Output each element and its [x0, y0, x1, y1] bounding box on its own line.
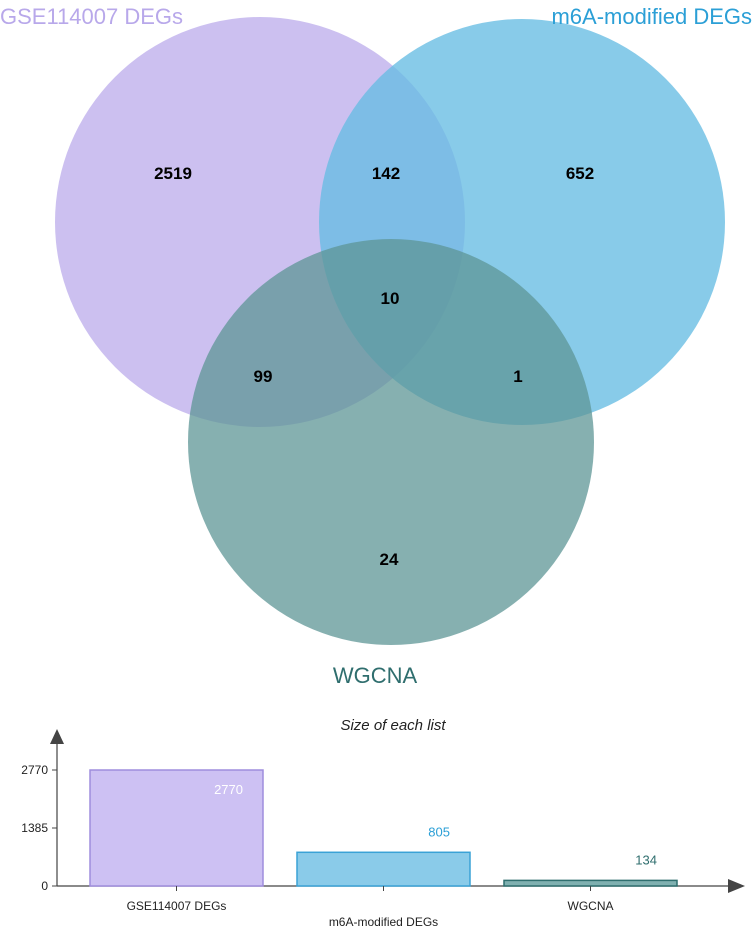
venn-diagram: GSE114007 DEGs m6A-modified DEGs WGCNA 2…	[0, 4, 752, 688]
venn-label-m6a: m6A-modified DEGs	[551, 4, 752, 29]
y-tick-label: 1385	[21, 821, 48, 835]
bar-chart-title: Size of each list	[340, 717, 446, 734]
bar-value-label: 2770	[214, 782, 243, 797]
y-axis-arrow	[50, 729, 64, 744]
venn-count-m6a-wgcna: 1	[513, 367, 522, 386]
bar-value-label: 805	[428, 824, 450, 839]
venn-count-gse-m6a: 142	[372, 164, 400, 183]
x-category-label: m6A-modified DEGs	[329, 915, 438, 929]
bar	[503, 879, 678, 887]
venn-count-gse-only: 2519	[154, 164, 192, 183]
venn-label-gse114007: GSE114007 DEGs	[0, 4, 183, 29]
y-tick-label: 0	[41, 879, 48, 893]
bar	[89, 769, 264, 887]
bars: 2770 GSE114007 DEGs 805 m6A-modified DEGs 13…	[89, 769, 678, 929]
x-category-label: GSE114007 DEGs	[127, 899, 227, 913]
y-ticks: 0 1385 2770	[21, 763, 57, 893]
venn-label-wgcna: WGCNA	[333, 663, 418, 688]
venn-count-m6a-only: 652	[566, 164, 594, 183]
venn-count-gse-wgcna: 99	[254, 367, 273, 386]
x-category-label: WGCNA	[568, 899, 614, 913]
venn-circle-wgcna	[188, 239, 594, 645]
bar-chart: Size of each list 0 1385 2770 2770 GSE11400…	[21, 717, 745, 929]
bar-value-label: 134	[635, 852, 657, 867]
x-axis-arrow	[728, 879, 745, 893]
venn-count-all-three: 10	[381, 289, 400, 308]
y-tick-label: 2770	[21, 763, 48, 777]
venn-count-wgcna-only: 24	[380, 550, 399, 569]
bar	[296, 851, 471, 887]
